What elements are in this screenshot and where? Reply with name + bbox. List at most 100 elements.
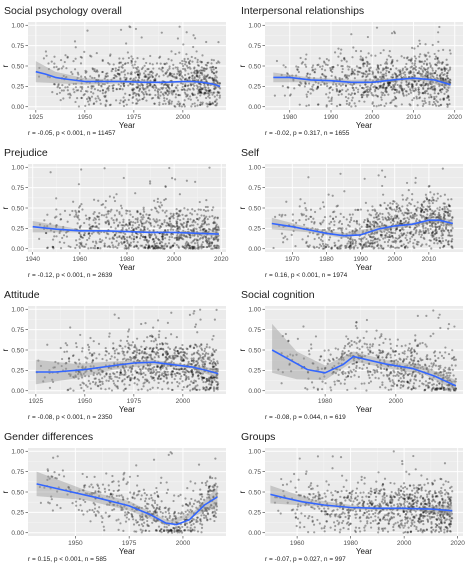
data-point	[434, 388, 437, 391]
x-axis-label: Year	[119, 263, 136, 272]
data-point	[420, 207, 423, 211]
data-point	[119, 78, 122, 81]
data-point	[144, 322, 147, 325]
data-point	[399, 384, 403, 387]
data-point	[450, 219, 453, 222]
data-point	[189, 84, 193, 87]
data-point	[427, 87, 430, 90]
data-point	[121, 235, 125, 238]
data-point	[436, 56, 439, 59]
data-point	[83, 245, 86, 248]
data-point	[199, 308, 202, 311]
data-point	[428, 224, 432, 227]
data-point	[201, 246, 205, 249]
data-point	[126, 72, 129, 75]
data-point	[127, 227, 131, 230]
data-point	[138, 72, 142, 75]
data-point	[53, 366, 56, 369]
chart-title: Self	[241, 147, 259, 159]
data-point	[142, 222, 145, 225]
data-point	[375, 225, 379, 228]
data-point	[82, 389, 86, 392]
data-point	[434, 63, 437, 66]
data-point	[177, 368, 180, 371]
data-point	[424, 68, 427, 71]
data-point	[161, 235, 165, 238]
data-point	[213, 95, 216, 98]
data-point	[181, 213, 184, 216]
data-point	[216, 217, 219, 220]
data-point	[186, 84, 189, 88]
data-point	[171, 224, 174, 227]
data-point	[147, 217, 150, 220]
data-point	[345, 90, 348, 93]
data-point	[382, 341, 385, 344]
data-point	[322, 244, 326, 248]
data-point	[127, 346, 130, 349]
data-point	[379, 84, 382, 88]
data-point	[421, 208, 424, 212]
data-point	[151, 71, 154, 74]
data-point	[369, 225, 372, 228]
data-point	[175, 220, 178, 223]
data-point	[205, 40, 208, 44]
data-point	[136, 358, 139, 361]
data-point	[147, 84, 150, 88]
data-point	[446, 374, 449, 377]
data-point	[59, 346, 62, 350]
data-point	[379, 84, 382, 87]
data-point	[208, 387, 211, 391]
data-point	[138, 88, 142, 91]
data-point	[107, 221, 110, 224]
data-point	[430, 224, 433, 227]
data-point	[175, 372, 178, 375]
data-point	[203, 217, 207, 220]
data-point	[381, 233, 384, 237]
data-point	[378, 86, 381, 90]
data-point	[181, 380, 184, 383]
data-point	[80, 75, 83, 78]
data-point	[368, 242, 372, 245]
data-point	[205, 345, 208, 349]
x-tick-label: 1990	[353, 256, 368, 263]
data-point	[171, 388, 174, 392]
data-point	[182, 358, 185, 361]
data-point	[59, 213, 62, 216]
data-point	[430, 95, 433, 98]
data-point	[429, 239, 432, 242]
data-point	[393, 92, 396, 95]
data-point	[391, 219, 395, 222]
data-point	[359, 55, 362, 58]
data-point	[439, 240, 442, 243]
data-point	[362, 221, 366, 224]
data-point	[333, 223, 336, 227]
data-point	[386, 229, 389, 232]
data-point	[168, 99, 171, 102]
data-point	[99, 383, 102, 387]
data-point	[310, 220, 313, 223]
data-point	[330, 229, 333, 233]
data-point	[205, 229, 208, 232]
data-point	[335, 356, 338, 359]
data-point	[316, 86, 319, 89]
data-point	[134, 94, 138, 97]
data-point	[365, 56, 368, 59]
data-point	[150, 350, 154, 353]
data-point	[72, 82, 75, 86]
data-point	[98, 98, 102, 102]
data-point	[287, 340, 290, 343]
data-point	[418, 219, 421, 222]
data-point	[401, 89, 404, 92]
data-point	[183, 235, 186, 238]
data-point	[52, 83, 56, 86]
data-point	[309, 208, 313, 211]
data-point	[349, 83, 352, 86]
data-point	[90, 370, 93, 373]
data-point	[196, 75, 199, 78]
data-point	[398, 207, 401, 210]
data-point	[205, 89, 208, 92]
data-point	[50, 60, 53, 63]
data-point	[213, 368, 216, 371]
data-point	[126, 240, 129, 243]
data-point	[189, 369, 192, 373]
